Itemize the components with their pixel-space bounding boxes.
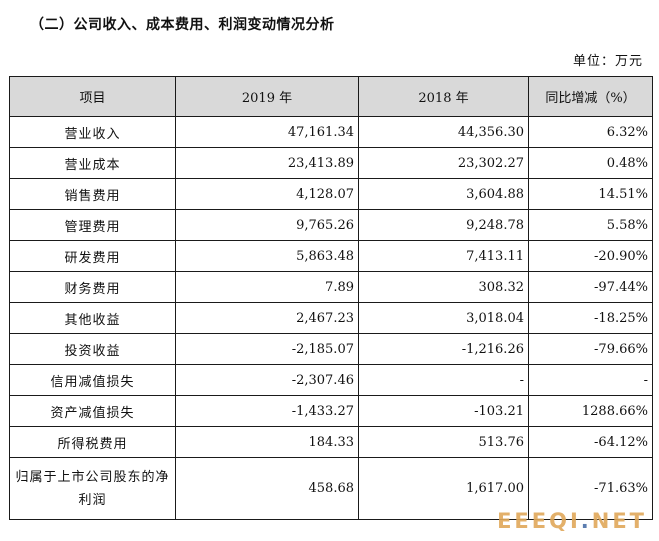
watermark-logo: EEEQI.NET bbox=[497, 509, 647, 533]
row-label: 研发费用 bbox=[9, 240, 176, 272]
financial-table: 项目 2019 年 2018 年 同比增减（%） 营业收入 47,161.34 44… bbox=[9, 76, 653, 520]
row-label: 管理费用 bbox=[9, 209, 176, 241]
cell-change: 1288.66% bbox=[528, 395, 653, 427]
table-row: 研发费用 5,863.48 7,413.11 -20.90% bbox=[9, 240, 653, 272]
cell-2018: 9,248.78 bbox=[358, 209, 529, 241]
cell-2018: 23,302.27 bbox=[358, 147, 529, 179]
cell-2019: -2,307.46 bbox=[175, 364, 359, 396]
cell-change: -18.25% bbox=[528, 302, 653, 334]
header-2019: 2019 年 bbox=[175, 76, 359, 117]
row-label: 销售费用 bbox=[9, 178, 176, 210]
cell-change: 14.51% bbox=[528, 178, 653, 210]
table-row: 营业收入 47,161.34 44,356.30 6.32% bbox=[9, 116, 653, 148]
row-label: 投资收益 bbox=[9, 333, 176, 365]
cell-2019: 47,161.34 bbox=[175, 116, 359, 148]
row-label: 所得税费用 bbox=[9, 426, 176, 458]
table-row: 营业成本 23,413.89 23,302.27 0.48% bbox=[9, 147, 653, 179]
cell-2018: -1,216.26 bbox=[358, 333, 529, 365]
unit-label: 单位：万元 bbox=[572, 54, 643, 69]
header-2018: 2018 年 bbox=[358, 76, 529, 117]
table-row: 其他收益 2,467.23 3,018.04 -18.25% bbox=[9, 302, 653, 334]
cell-2018: 1,617.00 bbox=[358, 457, 529, 520]
cell-2018: - bbox=[358, 364, 529, 396]
table-row: 投资收益 -2,185.07 -1,216.26 -79.66% bbox=[9, 333, 653, 365]
cell-2019: 184.33 bbox=[175, 426, 359, 458]
cell-change: -20.90% bbox=[528, 240, 653, 272]
cell-change: -64.12% bbox=[528, 426, 653, 458]
row-label: 营业成本 bbox=[9, 147, 176, 179]
cell-2019: -1,433.27 bbox=[175, 395, 359, 427]
table-body: 营业收入 47,161.34 44,356.30 6.32% 营业成本 23,413.89… bbox=[9, 116, 653, 520]
cell-change: -97.44% bbox=[528, 271, 653, 303]
cell-2019: 5,863.48 bbox=[175, 240, 359, 272]
row-label: 营业收入 bbox=[9, 116, 176, 148]
table-row: 管理费用 9,765.26 9,248.78 5.58% bbox=[9, 209, 653, 241]
cell-change: - bbox=[528, 364, 653, 396]
cell-2019: -2,185.07 bbox=[175, 333, 359, 365]
cell-change: 5.58% bbox=[528, 209, 653, 241]
watermark-suffix: NET bbox=[591, 509, 647, 533]
header-item: 项目 bbox=[9, 76, 176, 117]
cell-2019: 458.68 bbox=[175, 457, 359, 520]
cell-2018: -103.21 bbox=[358, 395, 529, 427]
row-label: 信用减值损失 bbox=[9, 364, 176, 396]
cell-2019: 23,413.89 bbox=[175, 147, 359, 179]
header-change: 同比增减（%） bbox=[528, 76, 653, 117]
cell-2018: 7,413.11 bbox=[358, 240, 529, 272]
table-row: 资产减值损失 -1,433.27 -103.21 1288.66% bbox=[9, 395, 653, 427]
cell-2019: 9,765.26 bbox=[175, 209, 359, 241]
cell-2018: 44,356.30 bbox=[358, 116, 529, 148]
table-row: 信用减值损失 -2,307.46- - bbox=[9, 364, 653, 396]
table-row: 财务费用 7.89 308.32 -97.44% bbox=[9, 271, 653, 303]
table-header-row: 项目 2019 年 2018 年 同比增减（%） bbox=[9, 76, 653, 117]
cell-2019: 2,467.23 bbox=[175, 302, 359, 334]
table-row: 销售费用 4,128.07 3,604.88 14.51% bbox=[9, 178, 653, 210]
cell-2018: 308.32 bbox=[358, 271, 529, 303]
row-label: 资产减值损失 bbox=[9, 395, 176, 427]
row-label: 其他收益 bbox=[9, 302, 176, 334]
cell-2019: 7.89 bbox=[175, 271, 359, 303]
cell-change: -71.63% bbox=[528, 457, 653, 520]
cell-2018: 3,604.88 bbox=[358, 178, 529, 210]
cell-2019: 4,128.07 bbox=[175, 178, 359, 210]
cell-change: 0.48% bbox=[528, 147, 653, 179]
watermark-text: EEEQI bbox=[497, 509, 581, 533]
watermark-dot: . bbox=[580, 509, 592, 533]
cell-2018: 3,018.04 bbox=[358, 302, 529, 334]
cell-2018: 513.76 bbox=[358, 426, 529, 458]
row-label: 归属于上市公司股东的净利润 bbox=[9, 457, 176, 520]
table-row: 所得税费用 184.33 513.76 -64.12% bbox=[9, 426, 653, 458]
cell-change: -79.66% bbox=[528, 333, 653, 365]
section-title: （二）公司收入、成本费用、利润变动情况分析 bbox=[30, 17, 335, 33]
table-row: 归属于上市公司股东的净利润 458.68 1,617.00 -71.63% bbox=[9, 457, 653, 520]
cell-change: 6.32% bbox=[528, 116, 653, 148]
row-label: 财务费用 bbox=[9, 271, 176, 303]
